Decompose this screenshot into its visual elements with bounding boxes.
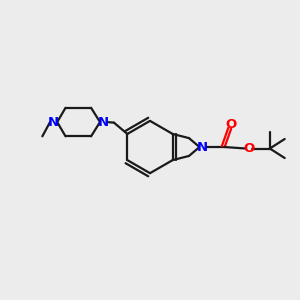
Text: N: N [197,140,208,154]
Text: O: O [243,142,255,155]
Text: N: N [48,116,59,129]
Text: N: N [98,116,109,129]
Text: O: O [226,118,237,131]
